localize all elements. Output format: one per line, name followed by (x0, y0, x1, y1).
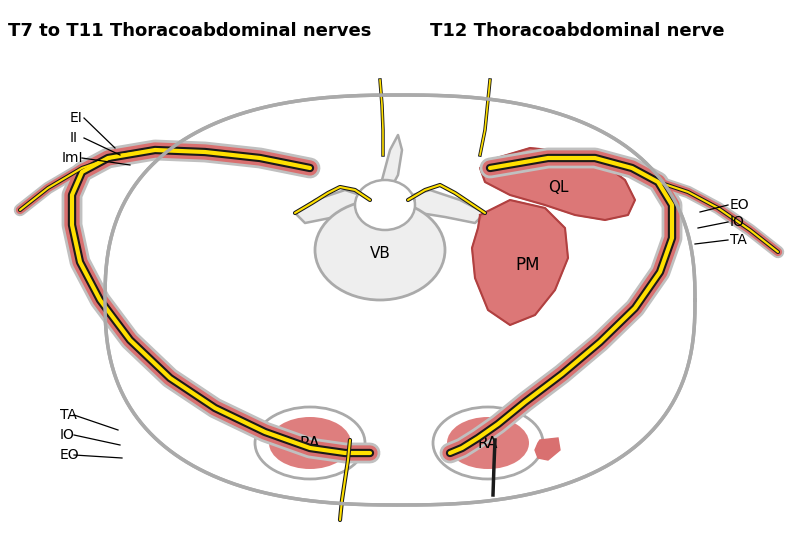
Polygon shape (295, 190, 375, 223)
Ellipse shape (315, 200, 445, 300)
Text: TA: TA (730, 233, 747, 247)
Text: RA: RA (300, 435, 320, 450)
Text: II: II (70, 131, 78, 145)
Text: EI: EI (70, 111, 82, 125)
Text: EO: EO (730, 198, 750, 212)
Text: EO: EO (60, 448, 80, 462)
Ellipse shape (355, 180, 415, 230)
Text: T12 Thoracoabdominal nerve: T12 Thoracoabdominal nerve (430, 22, 725, 40)
Ellipse shape (433, 407, 543, 479)
Ellipse shape (269, 417, 351, 469)
Polygon shape (535, 438, 560, 460)
Ellipse shape (255, 407, 365, 479)
Text: TA: TA (60, 408, 77, 422)
Text: VB: VB (370, 246, 390, 261)
Text: IO: IO (730, 215, 745, 229)
Polygon shape (378, 135, 402, 200)
Ellipse shape (447, 417, 529, 469)
Text: QL: QL (548, 181, 568, 196)
Text: ImI: ImI (62, 151, 83, 165)
Polygon shape (395, 190, 415, 210)
Polygon shape (472, 200, 568, 325)
Polygon shape (105, 95, 695, 505)
Polygon shape (480, 148, 635, 220)
Text: PM: PM (516, 256, 540, 274)
Text: T7 to T11 Thoracoabdominal nerves: T7 to T11 Thoracoabdominal nerves (8, 22, 371, 40)
Text: IO: IO (60, 428, 75, 442)
Text: RA: RA (478, 435, 498, 450)
Polygon shape (362, 190, 382, 210)
Polygon shape (395, 190, 485, 223)
